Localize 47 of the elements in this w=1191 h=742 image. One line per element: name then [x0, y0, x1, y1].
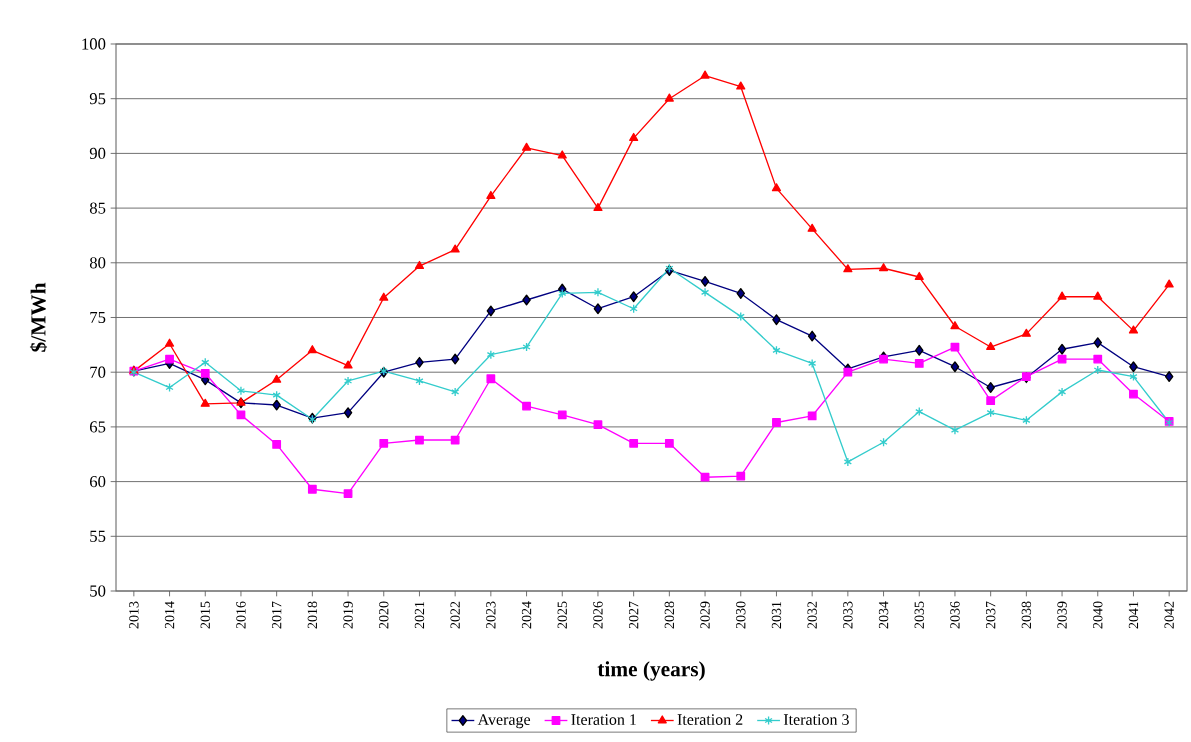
- x-tick-label: 2024: [521, 601, 532, 629]
- x-tick-label: 2021: [414, 601, 425, 629]
- x-tick-label: 2014: [164, 601, 175, 629]
- x-tick-label: 2026: [593, 601, 603, 629]
- x-tick-label: 2038: [1021, 601, 1032, 629]
- y-tick-label: 95: [89, 93, 106, 105]
- x-tick-label: 2013: [129, 601, 139, 629]
- y-tick-label: 65: [90, 421, 106, 433]
- x-tick-label: 2020: [379, 601, 389, 629]
- x-tick-label: 2037: [985, 601, 996, 629]
- y-tick-label: 70: [90, 366, 106, 378]
- y-tick-label: 100: [82, 38, 106, 50]
- legend-label: Average: [477, 714, 531, 729]
- y-tick-label: 90: [89, 147, 106, 160]
- x-tick-label: 2039: [1057, 601, 1067, 629]
- x-tick-label: 2016: [236, 601, 246, 629]
- x-tick-label: 2018: [307, 601, 318, 629]
- y-tick-label: 80: [89, 257, 106, 269]
- x-tick-label: 2032: [807, 601, 817, 629]
- y-tick-label: 75: [90, 311, 106, 324]
- x-tick-label: 2027: [628, 601, 639, 629]
- x-tick-label: 2036: [950, 601, 960, 629]
- x-tick-label: 2041: [1128, 601, 1139, 629]
- x-tick-label: 2023: [486, 601, 496, 629]
- x-tick-label: 2022: [450, 601, 460, 629]
- y-axis-title: $/MWh: [29, 282, 48, 352]
- x-tick-label: 2042: [1164, 601, 1174, 629]
- y-tick-label: 55: [90, 530, 106, 542]
- y-tick-label: 50: [90, 585, 106, 597]
- x-tick-label: 2028: [664, 601, 675, 629]
- legend-label: Iteration 1: [571, 714, 636, 725]
- x-tick-label: 2033: [843, 601, 853, 629]
- x-tick-label: 2029: [700, 601, 710, 629]
- x-tick-label: 2017: [271, 601, 282, 629]
- x-tick-label: 2030: [736, 601, 746, 629]
- x-tick-label: 2040: [1093, 601, 1103, 629]
- x-tick-label: 2034: [878, 601, 889, 629]
- legend-label: Iteration 2: [677, 714, 743, 725]
- y-tick-label: 85: [89, 202, 106, 214]
- legend-label: Iteration 3: [783, 714, 849, 725]
- x-tick-label: 2019: [343, 601, 353, 629]
- y-tick-label: 60: [90, 475, 106, 488]
- x-tick-label: 2035: [914, 601, 924, 629]
- x-axis-title: time (years): [597, 661, 705, 681]
- x-tick-label: 2015: [200, 601, 210, 629]
- x-tick-label: 2031: [771, 601, 782, 629]
- x-tick-label: 2025: [557, 601, 567, 629]
